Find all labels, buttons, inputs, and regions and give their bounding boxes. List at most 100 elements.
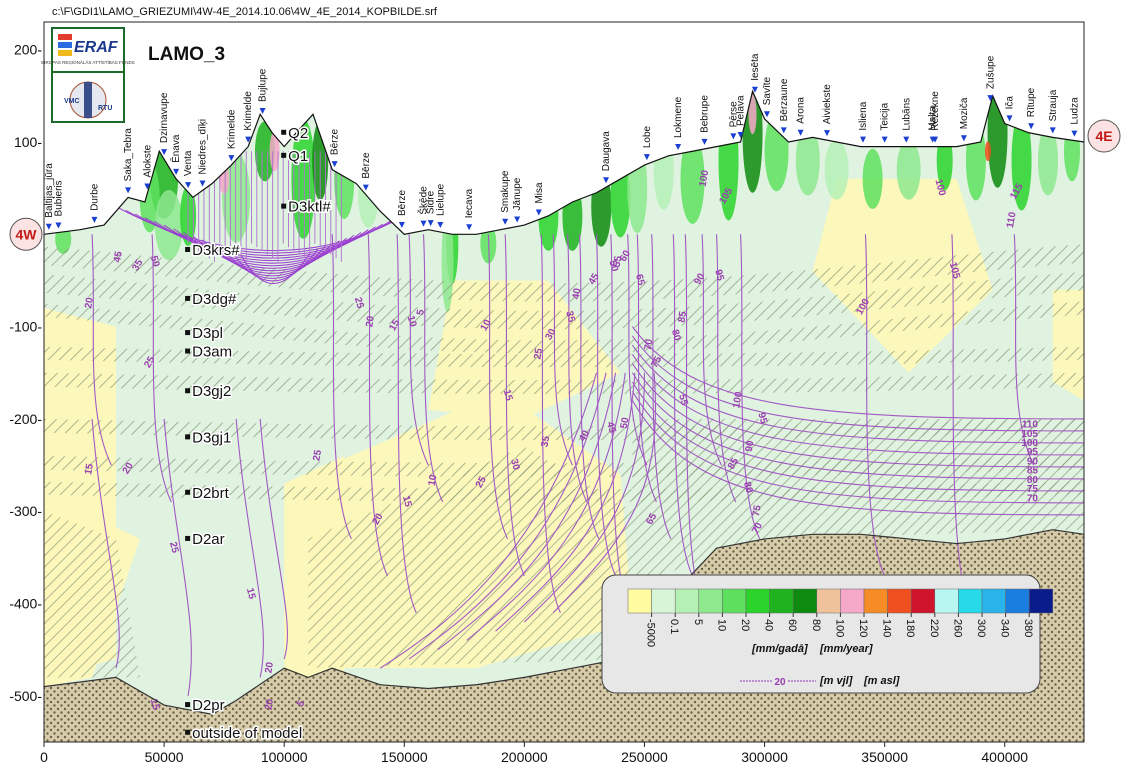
river-arrow: [259, 108, 266, 114]
piezometric-isoline: [504, 234, 525, 577]
layer-label: D2brt: [192, 485, 230, 502]
recharge-patch: [154, 190, 183, 261]
river-arrow: [1071, 130, 1078, 137]
isoline-value-label: 100: [731, 390, 745, 409]
sky-mask: [44, 22, 1084, 235]
x-tick-label: 100000: [261, 749, 308, 765]
legend-tick-label: 340: [999, 619, 1011, 637]
isoline-value-label: 90: [1027, 456, 1039, 467]
logo-mark: [58, 34, 72, 40]
legend-swatch: [1028, 588, 1054, 614]
river-label: Zušupe: [985, 55, 996, 89]
river-label: Lielupe: [435, 183, 446, 216]
recharge-patch: [1037, 125, 1058, 196]
river-label: Rēzekne: [930, 91, 941, 131]
river-arrow: [427, 220, 434, 227]
river-arrow: [55, 222, 62, 229]
river-arrow: [1049, 127, 1056, 134]
river-label: Baltijas_jūra: [44, 163, 55, 218]
y-tick-label: 100-: [14, 134, 42, 150]
legend-tick-label: 5: [692, 619, 704, 625]
legend-swatch: [627, 588, 652, 614]
isoline-value-label: 25: [142, 354, 157, 370]
section-end-label: 4W: [16, 226, 38, 242]
legend-tick-label: 40: [763, 619, 775, 631]
layer-label: D3am: [192, 344, 232, 361]
x-tick-label: 350000: [861, 749, 908, 765]
piezometric-isoline: [396, 234, 417, 614]
legend-tick-label: 80: [810, 619, 822, 631]
isoline-value-label: 60: [618, 248, 633, 264]
river-label: Iecava: [464, 188, 475, 218]
piezometric-isoline: [567, 234, 588, 503]
river-arrow: [701, 138, 708, 145]
isoline-value-label: 50: [619, 416, 632, 429]
x-tick-label: 400000: [981, 749, 1028, 765]
logo-text: ERAF: [74, 39, 119, 56]
isoline-value-label: 40: [577, 428, 592, 444]
river-label: Dzirnavupe: [159, 92, 170, 143]
section-end-right: 4E: [1087, 119, 1121, 153]
river-arrow: [730, 133, 737, 140]
file-path-title: c:\F\GDI1\LAMO_GRIEZUMI\4W-4E_2014.10.06…: [52, 6, 437, 18]
river-label: Aiviekste: [822, 84, 833, 124]
legend-tick-label: 220: [928, 619, 940, 637]
isoline-value-label: 75: [751, 504, 764, 517]
isoline-value-label: 65: [633, 273, 647, 287]
legend-swatch: [958, 588, 983, 614]
y-tick-label: -400-: [9, 596, 42, 612]
river-arrow: [797, 129, 804, 136]
river-arrow: [437, 222, 444, 228]
legend-swatch: [722, 588, 747, 614]
river-label: Malta: [928, 106, 939, 131]
legend-swatch: [769, 588, 794, 614]
layer-label: D3dg#: [192, 291, 237, 308]
piezometric-isoline: [163, 418, 192, 696]
layer-marker: [281, 152, 287, 158]
layer-marker: [185, 295, 191, 301]
piezometric-isoline: [259, 418, 289, 660]
isoline-value-label: 110: [1022, 420, 1039, 431]
river-arrow: [1028, 123, 1035, 130]
y-tick-label: -300-: [9, 503, 42, 519]
aquitard-band: [44, 301, 1084, 354]
river-label: Moziča: [959, 97, 970, 129]
logo-subtitle: EIROPAS REĢIONĀLĀS ATTĪSTĪBAS FONDS: [41, 59, 135, 65]
legend-isoline-unit-lv: [m vjl]: [819, 675, 853, 687]
piezometric-isoline: [631, 400, 1084, 516]
river-label: Arona: [796, 97, 807, 124]
isoline-value-label: 10: [427, 473, 440, 486]
layer-marker: [185, 729, 191, 735]
river-arrow: [502, 218, 509, 225]
isoline-value-label: 80: [1027, 475, 1039, 486]
isoline-value-label: 15: [83, 462, 96, 475]
legend-unit-en: [mm/year]: [819, 643, 873, 655]
river-arrow: [420, 220, 427, 227]
legend-tick-label: 10: [715, 619, 727, 631]
recharge-patch: [680, 133, 705, 224]
layer-marker: [185, 388, 191, 394]
layer-label: Q1: [288, 148, 308, 165]
piezometric-isoline: [408, 234, 429, 466]
river-label: Jānupe: [512, 177, 523, 210]
layer-marker: [185, 247, 191, 252]
piezometric-isoline: [240, 251, 312, 284]
river-label: Iesēta: [750, 53, 761, 81]
piezometric-isoline: [864, 234, 886, 577]
isoline-value-label: 55: [676, 393, 690, 407]
river-label: Bērzaune: [779, 78, 790, 121]
isoline-value-label: 70: [1027, 493, 1039, 504]
piezometric-isoline: [631, 390, 1084, 504]
aquitard-band: [44, 271, 1084, 330]
x-tick-label: 250000: [621, 749, 668, 765]
y-tick-label: -200-: [9, 411, 42, 427]
isoline-value-label: 20: [121, 460, 136, 476]
isoline-value-label: 50: [148, 255, 162, 269]
isoline-value-label: 45: [587, 271, 602, 287]
isoline-value-label: 20: [263, 698, 276, 711]
isoline-value-label: 25: [474, 474, 489, 490]
hatched-zone: [308, 446, 633, 669]
recharge-patch: [748, 94, 757, 135]
recharge-patch: [984, 141, 991, 162]
river-arrow: [45, 223, 52, 230]
